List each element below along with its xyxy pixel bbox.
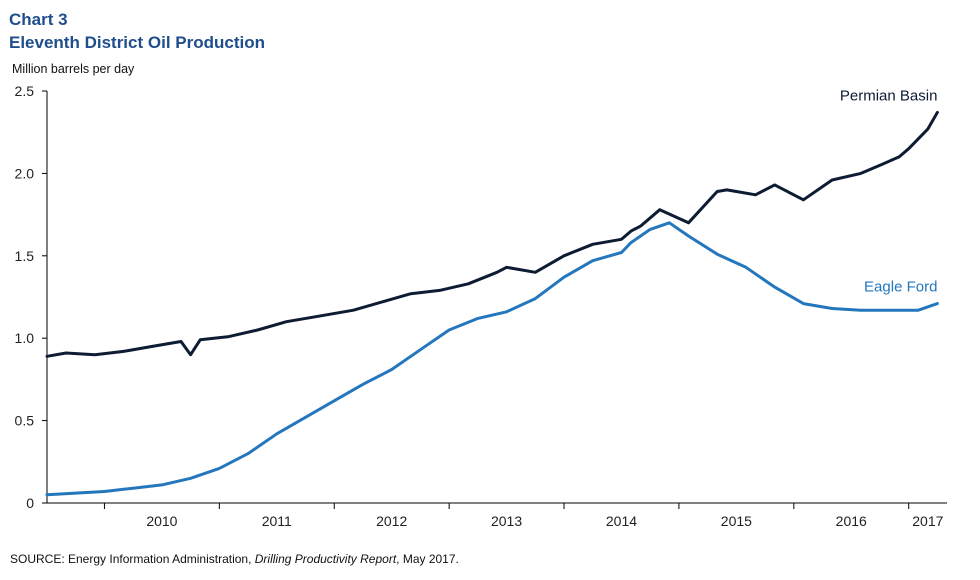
y-tick-label: 0 bbox=[26, 495, 34, 511]
x-tick-label: 2017 bbox=[912, 513, 943, 529]
eagle-ford-line bbox=[45, 221, 939, 497]
x-tick-label: 2011 bbox=[262, 513, 292, 529]
x-tick-label: 2013 bbox=[491, 513, 522, 529]
chart-number: Chart 3 bbox=[9, 10, 68, 29]
y-tick-label: 1.5 bbox=[15, 248, 35, 264]
y-tick-label: 2.0 bbox=[15, 165, 35, 181]
y-tick-label: 1.0 bbox=[15, 330, 35, 346]
source-suffix: , May 2017. bbox=[396, 552, 459, 566]
x-tick-label: 2015 bbox=[721, 513, 752, 529]
y-axis-label: Million barrels per day bbox=[12, 62, 135, 76]
chart-title: Eleventh District Oil Production bbox=[9, 33, 265, 52]
x-tick-label: 2014 bbox=[606, 513, 637, 529]
chart-title-block: Chart 3 Eleventh District Oil Production bbox=[9, 8, 265, 54]
x-tick-label: 2010 bbox=[146, 513, 177, 529]
permian-basin-line bbox=[45, 110, 939, 358]
y-tick-label: 2.5 bbox=[15, 83, 35, 99]
permian-basin-label: Permian Basin bbox=[840, 87, 938, 104]
source-note: SOURCE: Energy Information Administratio… bbox=[10, 552, 459, 566]
eagle-ford-label: Eagle Ford bbox=[864, 279, 937, 296]
source-prefix: SOURCE: Energy Information Administratio… bbox=[10, 552, 255, 566]
y-tick-label: 0.5 bbox=[15, 413, 35, 429]
x-tick-label: 2012 bbox=[376, 513, 407, 529]
x-tick-label: 2016 bbox=[836, 513, 867, 529]
source-report: Drilling Productivity Report bbox=[254, 552, 397, 566]
